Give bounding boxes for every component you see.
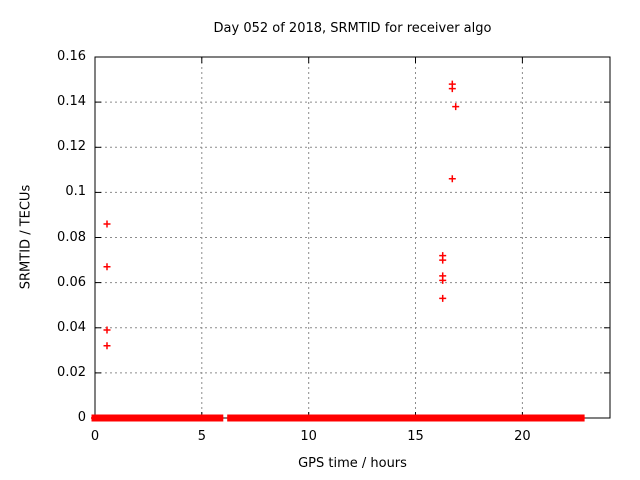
zero-band-segment (130, 414, 144, 422)
gridlines (95, 57, 610, 418)
zero-band (91, 414, 586, 422)
zero-band-segment (91, 414, 112, 422)
zero-band-segment (322, 414, 349, 422)
zero-band-segment (431, 414, 460, 422)
zero-band-segment (108, 414, 135, 422)
data-point-marker (103, 220, 111, 228)
y-tick-label: 0.12 (57, 139, 86, 155)
zero-band-segment (475, 414, 499, 422)
zero-band-segment (184, 414, 217, 422)
data-point-marker (103, 342, 111, 350)
chart-title: Day 052 of 2018, SRMTID for receiver alg… (213, 21, 492, 36)
zero-band-segment (295, 414, 328, 422)
data-point-marker (103, 326, 111, 334)
zero-band-segment (552, 414, 585, 422)
data-point-marker (448, 85, 456, 93)
zero-band-segment (536, 414, 557, 422)
zero-band-segment (380, 414, 399, 422)
x-tick-label: 5 (197, 429, 206, 444)
y-tick-label: 0.14 (57, 94, 86, 110)
zero-band-segment (493, 414, 541, 422)
data-point-marker (439, 256, 447, 264)
tick-marks (94, 56, 610, 419)
plot-border (94, 56, 611, 419)
zero-band-segment (360, 414, 380, 422)
data-point-marker (448, 175, 456, 183)
data-point-marker (439, 294, 447, 302)
y-tick-label: 0.16 (57, 49, 86, 64)
data-point-marker (452, 103, 460, 111)
zero-band-segment (343, 414, 367, 422)
x-tick-label: 0 (90, 429, 100, 444)
x-axis-label: GPS time / hours (298, 456, 407, 471)
y-tick-label: 0.06 (57, 274, 86, 290)
x-tick-label: 10 (300, 429, 317, 444)
zero-band-segment (174, 414, 187, 422)
y-tick-label: 0.08 (57, 229, 86, 245)
zero-band-segment (455, 414, 480, 422)
zero-band-segment (397, 414, 419, 422)
data-point-marker (439, 276, 447, 284)
zero-band-segment (211, 414, 224, 422)
data-points (103, 80, 460, 350)
x-tick-label: 20 (514, 429, 531, 444)
zero-band-segment (137, 414, 174, 422)
zero-band-segment (233, 414, 300, 422)
y-tick-label: 0 (77, 410, 86, 425)
x-tick-label: 15 (407, 429, 424, 444)
data-point-marker (103, 263, 111, 271)
zero-band-segment (413, 414, 430, 422)
y-tick-label: 0.02 (57, 364, 86, 380)
zero-band-segment (227, 414, 239, 422)
y-tick-label: 0.1 (65, 184, 86, 200)
y-tick-label: 0.04 (57, 319, 86, 335)
